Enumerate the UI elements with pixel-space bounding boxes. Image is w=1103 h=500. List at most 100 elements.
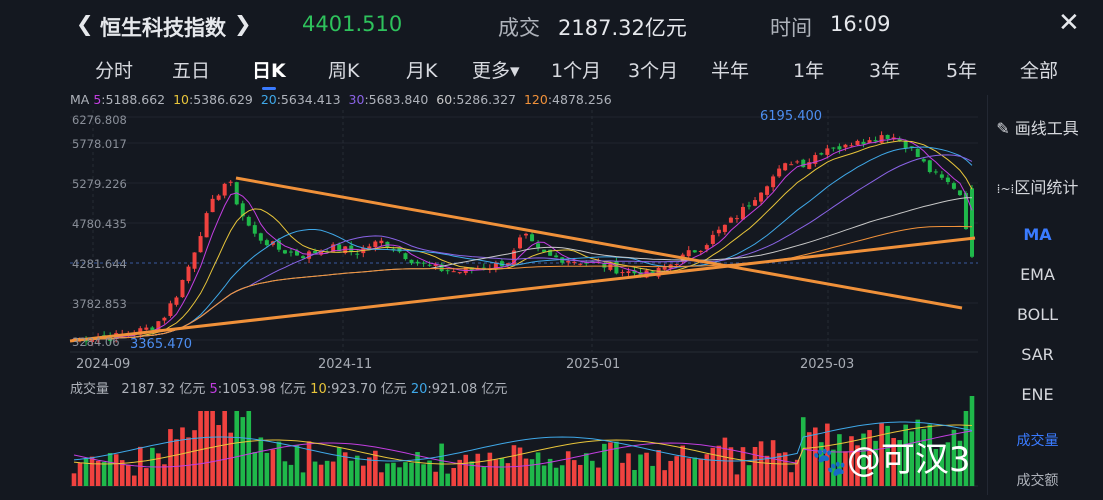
- candle-body: [970, 188, 974, 257]
- ma-legend: MA 5:5188.662 10:5386.629 20:5634.413 30…: [70, 92, 620, 107]
- tab-11[interactable]: 5年: [946, 60, 978, 82]
- volume-bar: [270, 449, 276, 486]
- volume-bar: [119, 460, 125, 486]
- tab-1[interactable]: 五日: [172, 60, 211, 82]
- range-stats-button[interactable]: ⁞~⁞区间统计: [988, 174, 1087, 198]
- candle-body: [807, 162, 812, 170]
- indicator-ema[interactable]: EMA: [1020, 265, 1055, 284]
- volume-bar: [529, 459, 535, 486]
- tab-10[interactable]: 3年: [869, 60, 901, 82]
- y-axis-label: 3284.06: [72, 335, 120, 349]
- y-axis-label: 3782.853: [72, 297, 127, 311]
- tab-0[interactable]: 分时: [95, 60, 134, 82]
- volume-bar: [113, 454, 119, 486]
- volume-bar: [282, 461, 288, 486]
- volume-bar: [391, 462, 396, 486]
- candle-body: [517, 237, 522, 249]
- volume-bar: [186, 437, 191, 486]
- tab-2[interactable]: 日K: [252, 56, 286, 90]
- volume-bar: [499, 457, 505, 486]
- volume-bar: [553, 467, 559, 486]
- volume-bar: [596, 467, 601, 486]
- volume-bar: [764, 455, 770, 486]
- indicator-sar[interactable]: SAR: [1021, 345, 1054, 364]
- candle-body: [722, 224, 727, 232]
- volume-bar: [324, 460, 330, 486]
- tab-6[interactable]: 1个月: [551, 60, 602, 82]
- tab-12[interactable]: 全部: [1020, 60, 1059, 82]
- tab-8[interactable]: 半年: [711, 60, 750, 82]
- volume-bar: [318, 464, 324, 486]
- volume-bar: [656, 450, 661, 486]
- candle-body: [240, 203, 245, 217]
- close-icon[interactable]: ✕: [1058, 8, 1080, 38]
- forward-icon[interactable]: ❯: [234, 12, 252, 36]
- candle-body: [264, 240, 269, 246]
- x-axis-label: 2025-03: [800, 357, 855, 372]
- candle-body: [246, 216, 251, 226]
- candle-body: [795, 161, 800, 163]
- tab-7[interactable]: 3个月: [628, 60, 679, 82]
- candle-body: [951, 183, 956, 189]
- draw-tool-button[interactable]: ✎ 画线工具: [988, 115, 1087, 139]
- volume-bar: [632, 469, 637, 486]
- volume-value: 2187.32亿元: [558, 16, 687, 40]
- candle-body: [939, 174, 944, 178]
- back-icon[interactable]: ❮: [76, 12, 94, 36]
- volume-bar: [692, 457, 698, 486]
- candle-body: [716, 229, 721, 234]
- tab-3[interactable]: 周K: [328, 60, 360, 82]
- volume-bar: [433, 471, 438, 486]
- tab-5[interactable]: 更多▾: [472, 60, 520, 82]
- volume-bar: [704, 454, 710, 486]
- indicator-ene[interactable]: ENE: [1021, 385, 1054, 404]
- candle-body: [590, 261, 595, 263]
- volume-bar: [234, 411, 240, 486]
- volume-bar: [939, 444, 945, 486]
- candle-body: [897, 138, 902, 142]
- tab-4[interactable]: 月K: [406, 60, 438, 82]
- candle-body: [367, 246, 372, 249]
- candle-body: [608, 263, 613, 270]
- time-label: 时间: [770, 16, 812, 40]
- indicator-ma[interactable]: MA: [1023, 225, 1052, 244]
- volume-bar: [698, 458, 704, 486]
- volume-bar: [638, 454, 643, 486]
- volume-bar: [716, 445, 722, 486]
- indicator-boll[interactable]: BOLL: [1016, 305, 1059, 324]
- volume-bar: [758, 441, 764, 486]
- tab-9[interactable]: 1年: [793, 60, 825, 82]
- volume-bar: [686, 458, 692, 486]
- candle-body: [222, 183, 227, 196]
- volume-bar: [421, 464, 426, 486]
- candle-body: [288, 251, 293, 253]
- volume-bar: [825, 423, 830, 486]
- candle-body: [493, 262, 498, 269]
- volume-bar: [481, 466, 487, 486]
- candle-body: [548, 249, 553, 256]
- candle-body: [656, 267, 661, 277]
- volume-bar: [921, 429, 927, 486]
- volume-ma-item: 10:923.70 亿元: [310, 382, 407, 397]
- candle-body: [957, 190, 962, 196]
- candle-body: [771, 176, 776, 188]
- candle-body: [505, 263, 510, 266]
- candle-body: [319, 251, 324, 255]
- candle-body: [572, 261, 577, 263]
- watermark-text: @可汉3: [846, 440, 971, 480]
- candle-body: [885, 134, 890, 139]
- volume-bar: [608, 442, 613, 486]
- candle-body: [355, 253, 360, 255]
- volume-bar: [710, 447, 716, 486]
- candle-body: [258, 233, 263, 241]
- volume-bar: [674, 456, 679, 486]
- ma-item: 120:4878.256: [523, 92, 612, 107]
- volume-indicator-button[interactable]: 成交量: [1016, 433, 1059, 449]
- volume-bar: [590, 460, 595, 486]
- volume-bar: [427, 460, 432, 486]
- turnover-indicator-button[interactable]: 成交额: [1016, 473, 1059, 489]
- candle-body: [391, 248, 396, 250]
- trendline-up: [69, 236, 976, 343]
- candle-body: [909, 146, 914, 148]
